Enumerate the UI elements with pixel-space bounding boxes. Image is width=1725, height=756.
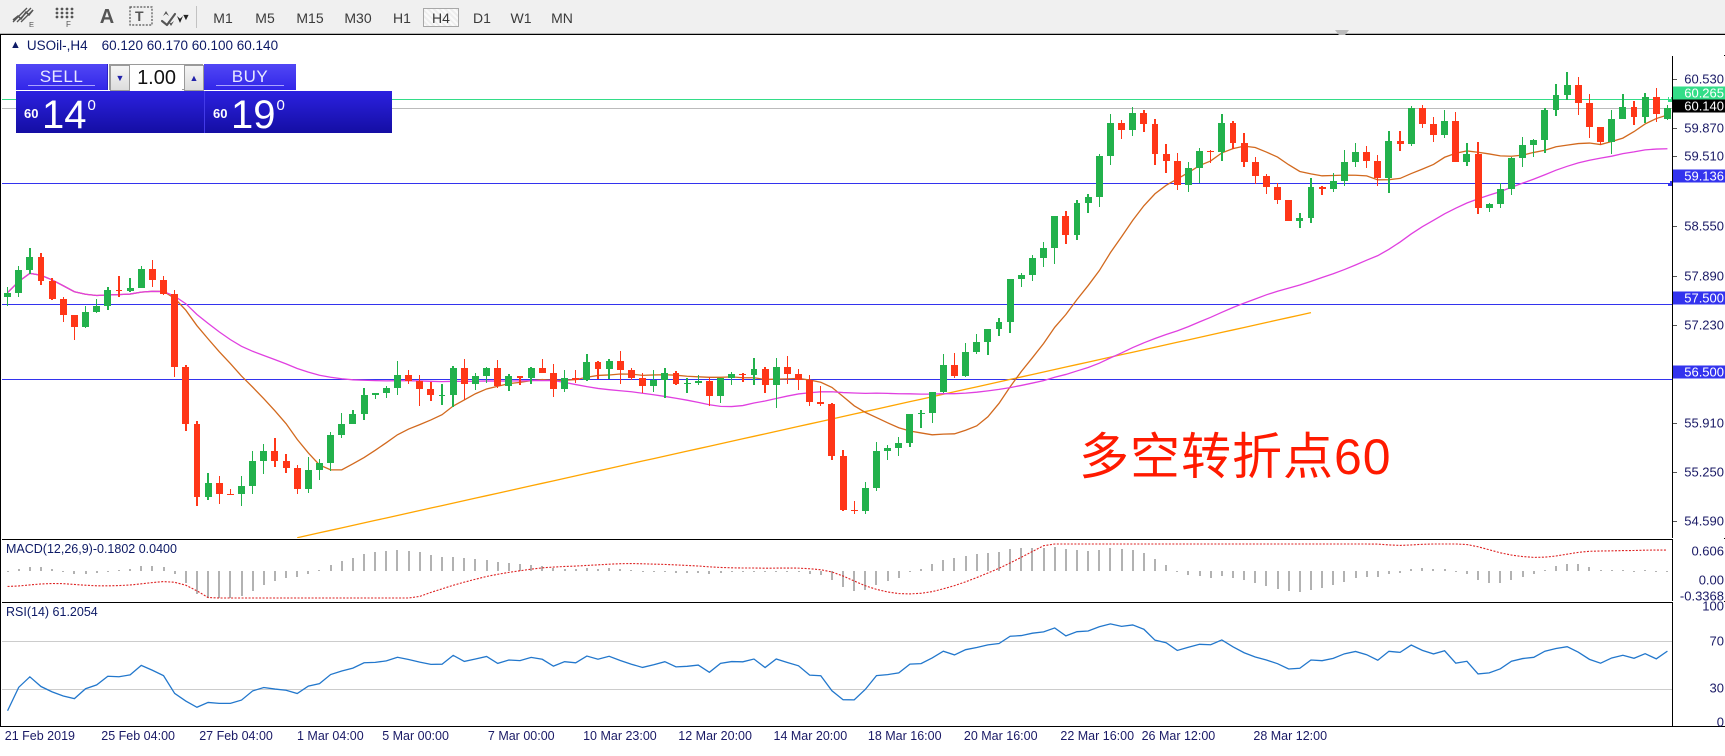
svg-text:E: E <box>29 20 34 28</box>
svg-text:F: F <box>66 20 71 28</box>
svg-text:T: T <box>135 8 144 24</box>
